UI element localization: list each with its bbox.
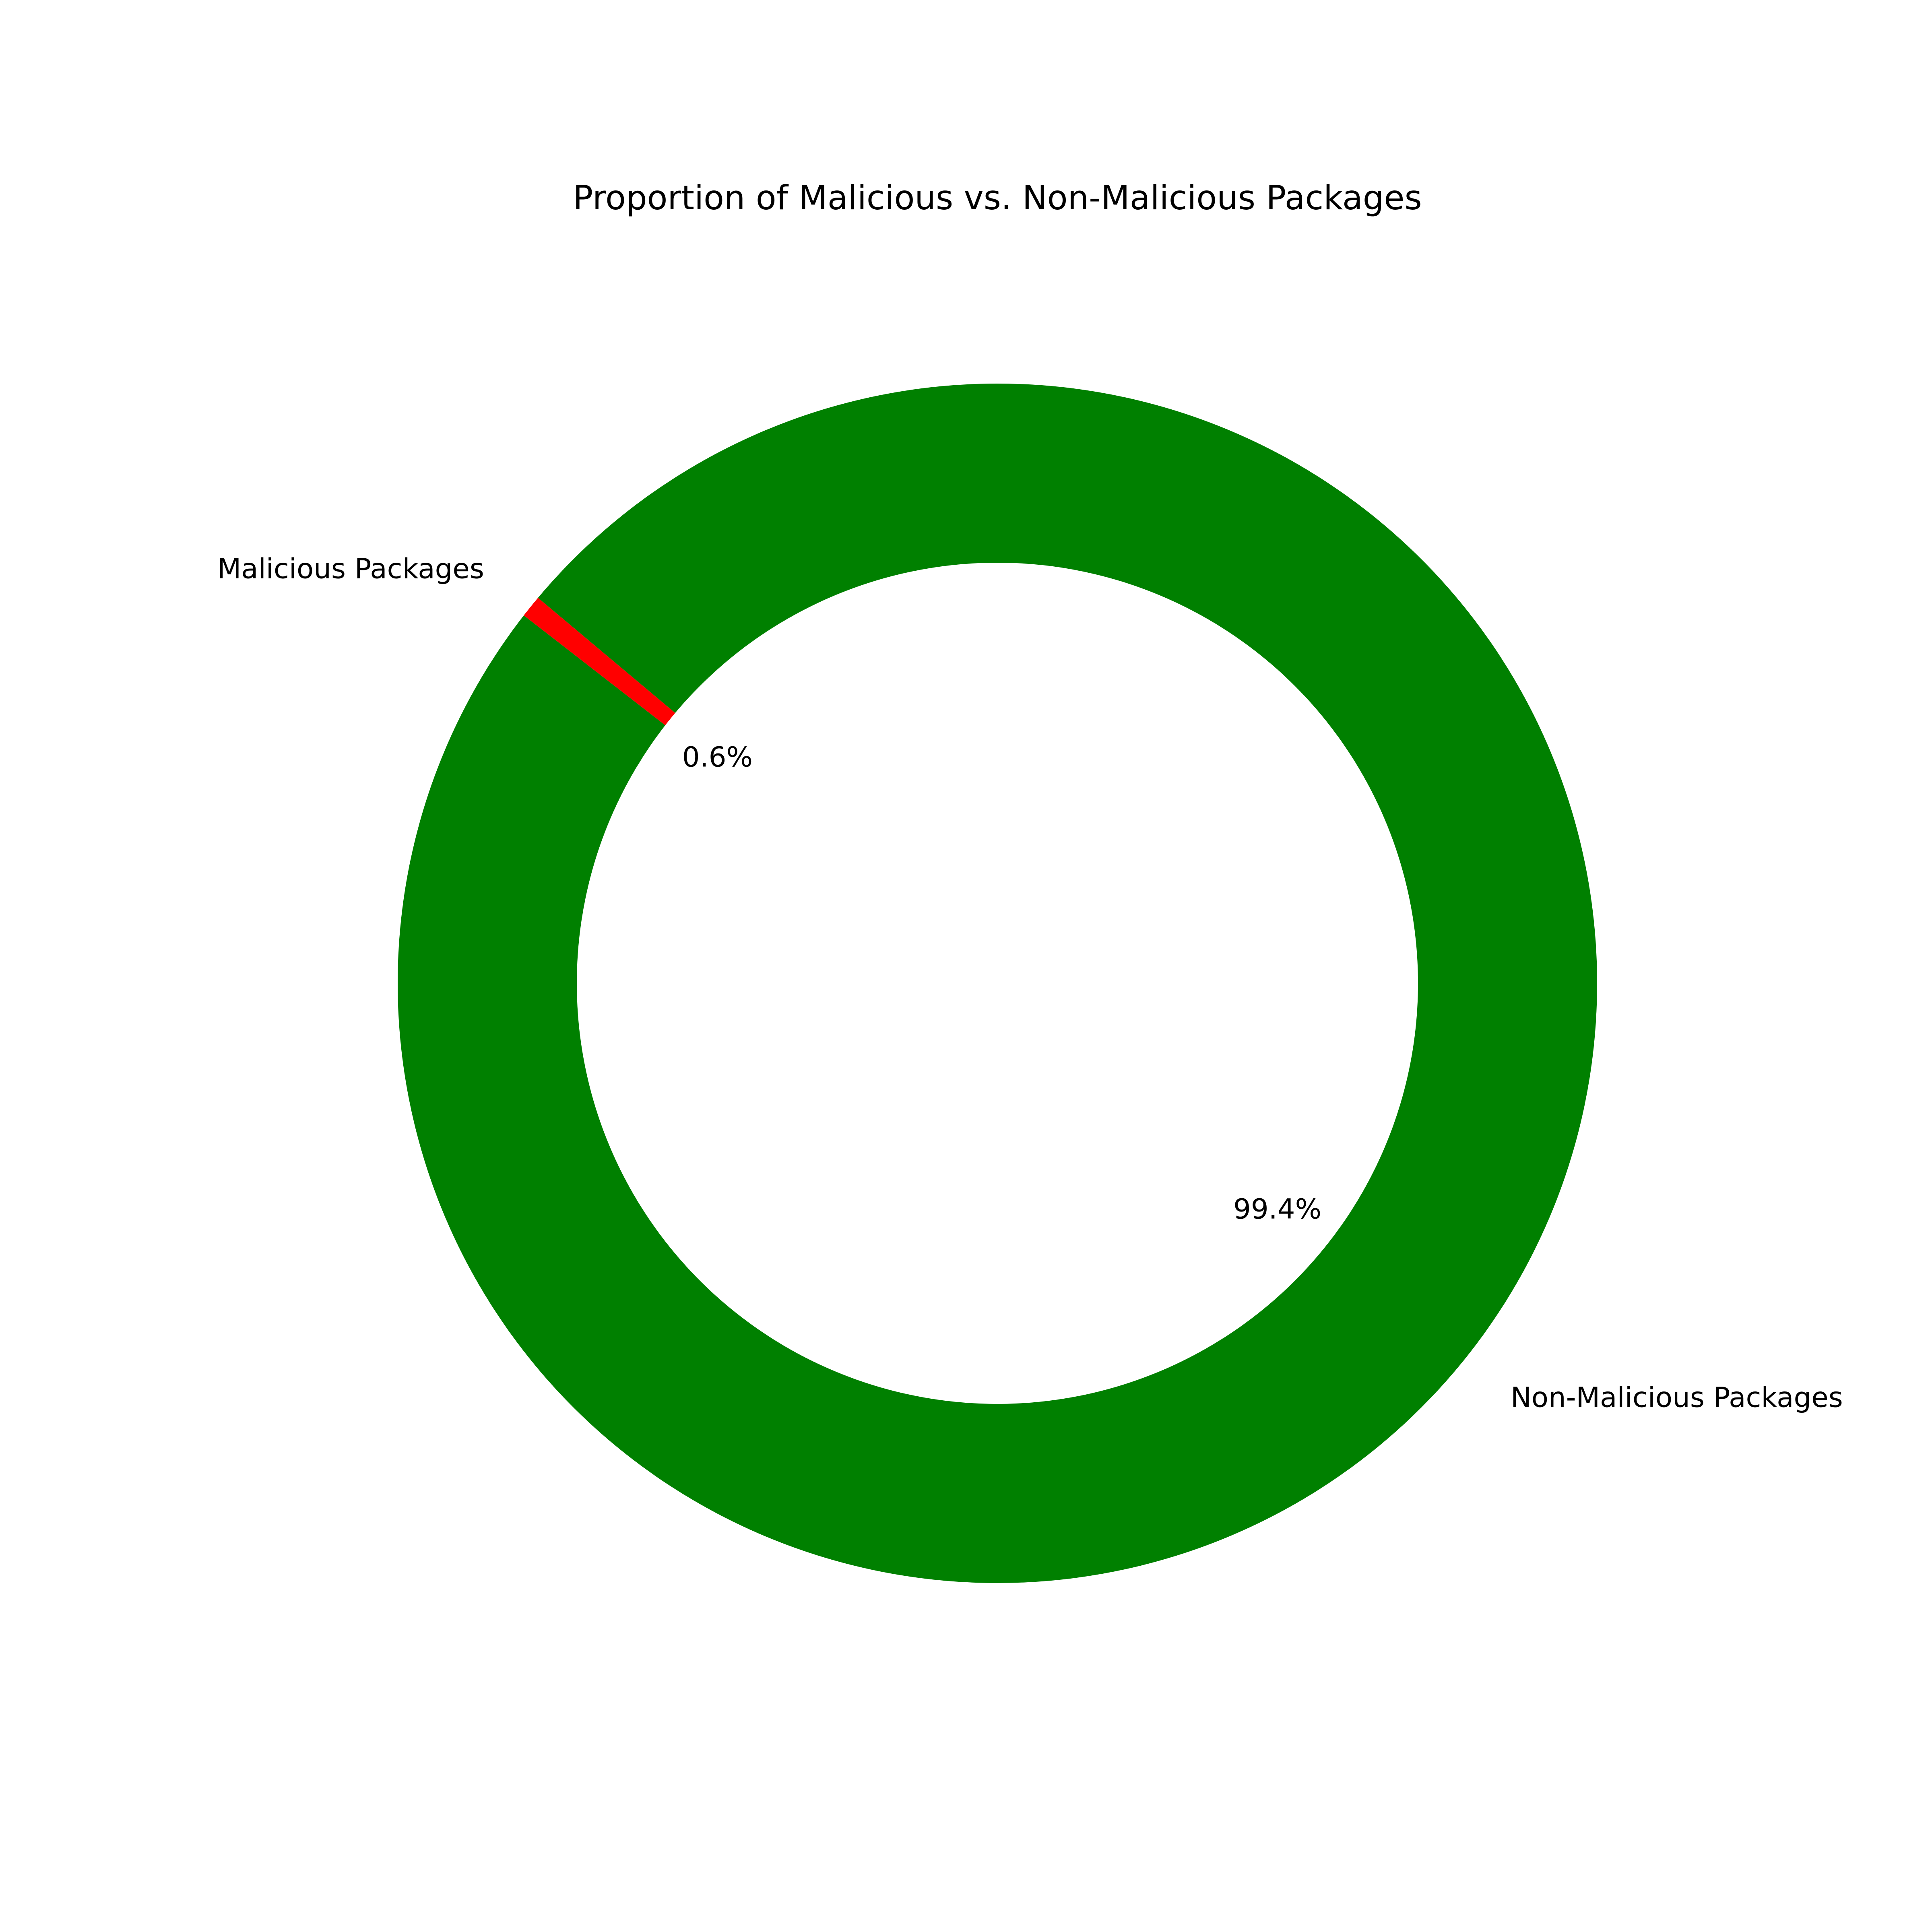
slices-group	[398, 383, 1598, 1583]
chart-title: Proportion of Malicious vs. Non-Maliciou…	[573, 178, 1422, 217]
slice-non-malicious-packages	[398, 383, 1598, 1583]
pct-label-non-malicious-packages: 99.4%	[1233, 1193, 1321, 1226]
label-non-malicious-packages: Non-Malicious Packages	[1511, 1382, 1843, 1414]
pct-label-malicious-packages: 0.6%	[682, 741, 753, 773]
label-malicious-packages: Malicious Packages	[217, 553, 484, 585]
labels-group: Malicious Packages 0.6% Non-Malicious Pack…	[217, 553, 1843, 1414]
slice-malicious-packages	[524, 598, 675, 725]
